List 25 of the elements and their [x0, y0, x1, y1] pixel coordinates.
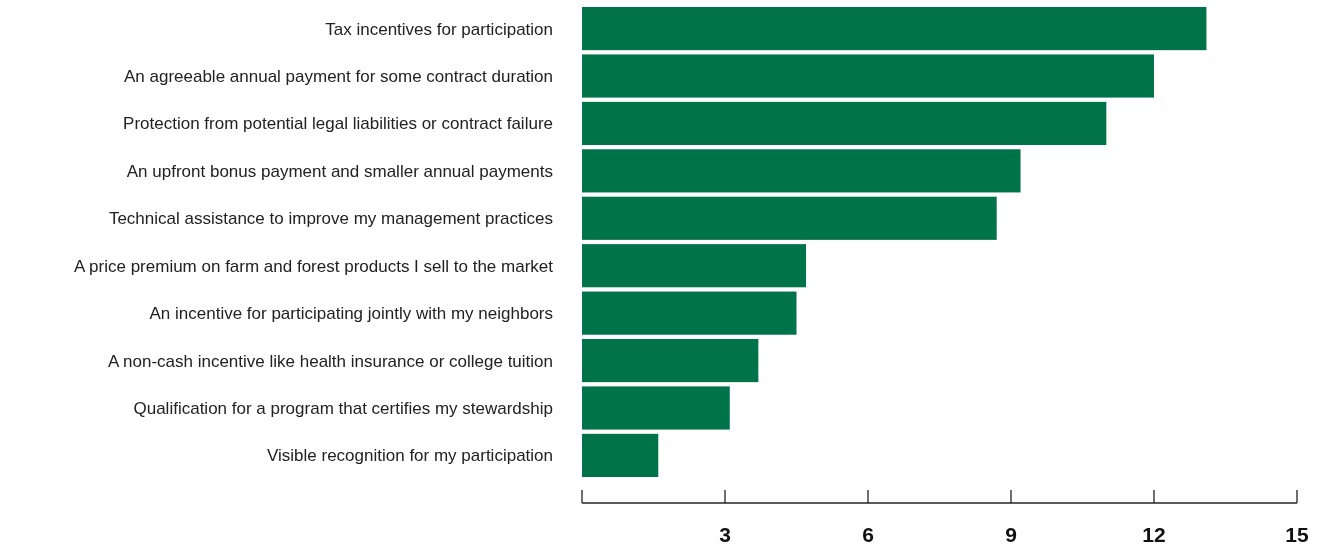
- x-tick-label: 9: [1005, 523, 1017, 546]
- bar: [582, 101, 1107, 146]
- bar: [582, 196, 997, 240]
- y-tick-label: An incentive for participating jointly with my neighbors: [149, 304, 553, 324]
- bar: [582, 54, 1154, 98]
- bar: [582, 149, 1021, 193]
- bar: [582, 338, 759, 383]
- y-tick-label: An upfront bonus payment and smaller annual payments: [126, 161, 553, 181]
- bar: [582, 433, 659, 477]
- x-tick-label: 3: [719, 523, 731, 546]
- y-tick-label: Visible recognition for my participation: [267, 446, 553, 466]
- y-tick-label: Technical assistance to improve my management practices: [108, 209, 553, 229]
- bar: [582, 7, 1207, 51]
- y-tick-label: Tax incentives for participation: [325, 19, 553, 39]
- x-tick-label: 15: [1285, 523, 1309, 546]
- bar: [582, 291, 797, 335]
- y-tick-label: A price premium on farm and forest products I sell to the market: [73, 256, 554, 276]
- y-tick-label: A non-cash incentive like health insurance or college tuition: [107, 351, 553, 371]
- bar: [582, 386, 730, 430]
- bar: [582, 244, 807, 288]
- x-tick-label: 12: [1142, 523, 1166, 546]
- y-tick-label: An agreeable annual payment for some contract duration: [123, 66, 553, 86]
- x-tick-label: 6: [862, 523, 874, 546]
- y-tick-label: Qualification for a program that certifies my stewardship: [133, 398, 553, 418]
- y-tick-label: Protection from potential legal liabilities or contract failure: [123, 114, 553, 134]
